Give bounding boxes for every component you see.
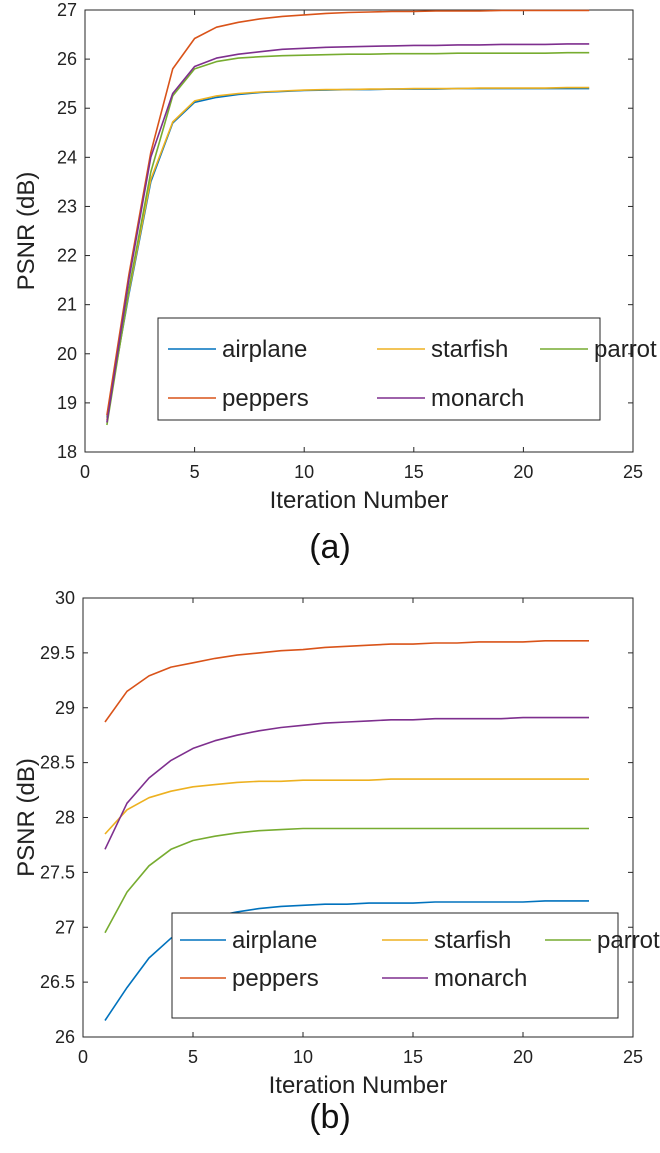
legend-label-starfish: starfish <box>431 336 508 363</box>
y-tick-label: 26 <box>57 49 77 69</box>
chart-a: 0 5 10 15 20 25 18 19 20 21 22 23 24 25 26 27 Iteration … <box>13 0 657 514</box>
x-tick-label: 10 <box>294 462 314 482</box>
y-tick-label: 27.5 <box>40 862 75 882</box>
y-tick-label: 28 <box>55 808 75 828</box>
y-tick-label: 29 <box>55 698 75 718</box>
y-tick-label: 20 <box>57 344 77 364</box>
legend-box <box>157 317 601 421</box>
y-tick-label: 26.5 <box>40 972 75 992</box>
y-axis-label: PSNR (dB) <box>13 172 40 291</box>
y-tick-label: 29.5 <box>40 643 75 663</box>
x-tick-label: 0 <box>80 462 90 482</box>
series-line-peppers <box>106 9 590 416</box>
series-line-monarch <box>106 43 590 423</box>
y-tick-label: 24 <box>57 147 77 167</box>
caption-b: (b) <box>309 1098 351 1136</box>
y-tick-label: 22 <box>57 246 77 266</box>
y-tick-label: 23 <box>57 196 77 216</box>
legend-label-starfish: starfish <box>434 927 511 954</box>
chart-b: 0 5 10 15 20 25 26 26.5 27 27.5 28 28.5 29 29.5 30 Iter… <box>13 588 660 1099</box>
x-tick-label: 15 <box>403 1047 423 1067</box>
x-tick-label: 10 <box>293 1047 313 1067</box>
x-tick-label: 15 <box>404 462 424 482</box>
series-line-starfish <box>104 778 589 835</box>
series-line-parrot <box>106 51 590 426</box>
x-tick-label: 5 <box>188 1047 198 1067</box>
legend-label-airplane: airplane <box>232 927 317 954</box>
caption-a: (a) <box>309 528 351 566</box>
y-tick-label: 28.5 <box>40 753 75 773</box>
legend-label-peppers: peppers <box>232 965 319 992</box>
y-tick-label: 21 <box>57 295 77 315</box>
legend-box <box>171 912 619 1019</box>
x-axis-label: Iteration Number <box>269 1072 448 1099</box>
legend-label-peppers: peppers <box>222 385 309 412</box>
series-line-parrot <box>104 827 589 934</box>
legend: airplane starfish parrot peppers monarch <box>171 912 660 1019</box>
legend-label-monarch: monarch <box>431 385 524 412</box>
y-tick-label: 27 <box>57 0 77 20</box>
y-tick-label: 18 <box>57 442 77 462</box>
series-line-peppers <box>104 639 589 723</box>
x-tick-label: 5 <box>190 462 200 482</box>
y-tick-label: 27 <box>55 917 75 937</box>
x-tick-label: 25 <box>623 462 643 482</box>
x-tick-label: 0 <box>78 1047 88 1067</box>
y-tick-label: 30 <box>55 588 75 608</box>
y-tick-label: 19 <box>57 393 77 413</box>
legend-label-parrot: parrot <box>597 927 660 954</box>
legend-label-parrot: parrot <box>594 336 657 363</box>
y-tick-label: 26 <box>55 1027 75 1047</box>
x-tick-label: 20 <box>513 462 533 482</box>
legend-label-airplane: airplane <box>222 336 307 363</box>
y-tick-label: 25 <box>57 98 77 118</box>
series-line-starfish <box>106 86 590 421</box>
x-tick-label: 25 <box>623 1047 643 1067</box>
x-axis-label: Iteration Number <box>270 487 449 514</box>
x-tick-label: 20 <box>513 1047 533 1067</box>
legend-label-monarch: monarch <box>434 965 527 992</box>
y-axis-label: PSNR (dB) <box>13 758 40 877</box>
legend: airplane starfish parrot peppers monarch <box>157 317 657 421</box>
series-line-monarch <box>104 716 589 850</box>
